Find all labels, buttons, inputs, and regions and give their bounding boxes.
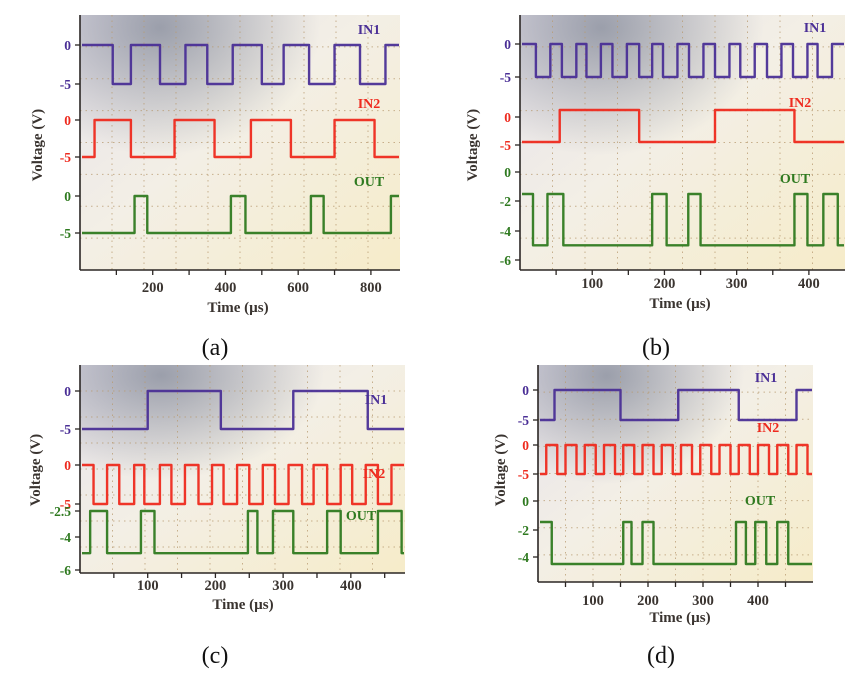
y-tick-label: -5 <box>60 77 71 92</box>
x-tick-label: 300 <box>272 578 294 594</box>
y-tick-label: -6 <box>500 253 511 268</box>
y-tick-label: -5 <box>60 422 71 437</box>
y-tick-label: -5 <box>60 497 71 512</box>
legend-in2: IN2 <box>757 421 780 436</box>
y-tick-label: -5 <box>60 150 71 165</box>
x-tick-label: 600 <box>287 280 309 296</box>
panel-d: 100 200 300 400 0 -5 0 -5 0 -2 -4 Voltage (V) Time (… <box>493 365 813 669</box>
x-tick-label: 200 <box>142 280 164 296</box>
y-tick-label: 0 <box>64 113 71 128</box>
y-axis-title: Voltage (V) <box>30 109 46 181</box>
legend-out: OUT <box>745 494 776 509</box>
legend-in1: IN1 <box>804 21 827 36</box>
x-tick-label: 100 <box>582 593 604 609</box>
x-tick-label: 200 <box>205 578 227 594</box>
y-tick-label: 0 <box>522 383 529 398</box>
x-tick-label: 200 <box>654 276 676 292</box>
legend-out: OUT <box>346 509 377 524</box>
legend-in1: IN1 <box>365 393 388 408</box>
legend-out: OUT <box>780 172 811 187</box>
trace-out <box>540 520 812 566</box>
panel-caption-b: (b) <box>642 335 670 361</box>
y-axis-title: Voltage (V) <box>28 434 44 506</box>
legend-out: OUT <box>354 175 385 190</box>
y-tick-label: 0 <box>504 110 511 125</box>
trace-in1 <box>82 43 399 86</box>
y-tick-label: -5 <box>500 138 511 153</box>
y-tick-label: 0 <box>64 384 71 399</box>
x-axis-title: Time (µs) <box>212 597 273 613</box>
x-tick-label: 100 <box>137 578 159 594</box>
y-tick-label: -2 <box>500 194 511 209</box>
y-tick-label: -4 <box>500 224 511 239</box>
y-tick-label: 0 <box>504 165 511 180</box>
trace-out <box>82 194 399 235</box>
y-tick-label: -2 <box>518 523 529 538</box>
y-tick-label: -4 <box>60 530 71 545</box>
y-tick-label: -5 <box>60 226 71 241</box>
x-tick-label: 100 <box>581 276 603 292</box>
legend-in1: IN1 <box>755 371 778 386</box>
y-tick-label: -5 <box>518 413 529 428</box>
legend-in2: IN2 <box>363 467 386 482</box>
panel-b: 100 200 300 400 0 -5 0 -5 0 -2 -4 -6 Voltage (V) Time… <box>465 15 845 361</box>
panel-a: 200 400 600 800 0 -5 0 -5 0 -5 Voltage (V) Time (µs… <box>30 15 400 361</box>
trace-in2 <box>540 443 812 476</box>
x-axis-title: Time (µs) <box>649 296 710 312</box>
x-tick-label: 800 <box>360 280 382 296</box>
y-tick-label: 0 <box>504 37 511 52</box>
x-tick-label: 400 <box>798 276 820 292</box>
y-tick-label: 0 <box>522 438 529 453</box>
x-tick-label: 400 <box>747 593 769 609</box>
trace-out <box>522 192 844 247</box>
panel-caption-d: (d) <box>647 643 675 669</box>
panel-caption-a: (a) <box>202 335 229 361</box>
y-tick-label: 0 <box>64 458 71 473</box>
y-tick-label: -4 <box>518 550 529 565</box>
y-tick-label: 0 <box>64 38 71 53</box>
grid <box>80 15 400 270</box>
x-tick-label: 300 <box>726 276 748 292</box>
legend-in2: IN2 <box>358 97 381 112</box>
x-tick-label: 400 <box>215 280 237 296</box>
x-axis-title: Time (µs) <box>207 300 268 316</box>
legend-in2: IN2 <box>789 96 812 111</box>
y-tick-label: -5 <box>500 70 511 85</box>
y-axis-title: Voltage (V) <box>493 434 509 506</box>
trace-in2 <box>82 463 404 506</box>
x-tick-label: 200 <box>637 593 659 609</box>
trace-in1 <box>522 42 844 79</box>
y-tick-label: 0 <box>522 494 529 509</box>
trace-in2 <box>522 108 844 144</box>
x-tick-label: 300 <box>692 593 714 609</box>
x-tick-label: 400 <box>340 578 362 594</box>
y-tick-label: -2.5 <box>50 504 72 519</box>
x-axis-title: Time (µs) <box>649 610 710 626</box>
y-tick-label: -6 <box>60 563 71 578</box>
trace-out <box>82 509 404 555</box>
legend-in1: IN1 <box>358 23 381 38</box>
y-tick-label: -5 <box>518 467 529 482</box>
trace-in1 <box>82 389 404 431</box>
y-tick-label: 0 <box>64 189 71 204</box>
panel-caption-c: (c) <box>202 643 229 669</box>
trace-in2 <box>82 118 399 159</box>
trace-in1 <box>540 388 812 422</box>
y-axis-title: Voltage (V) <box>465 109 481 181</box>
